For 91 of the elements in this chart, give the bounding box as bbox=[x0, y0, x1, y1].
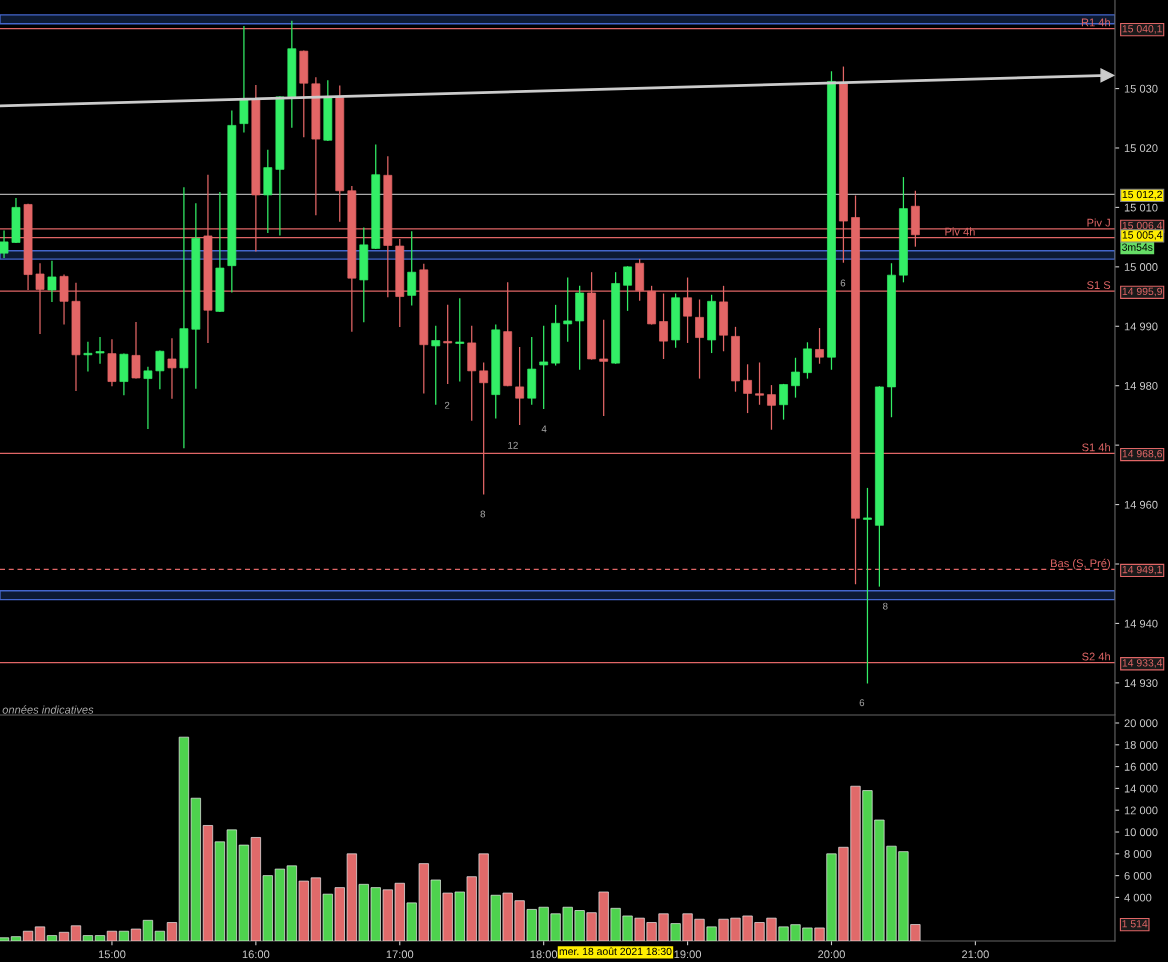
candlestick bbox=[407, 231, 417, 306]
y2-tick-label: 14 968,6 bbox=[1122, 449, 1163, 459]
candlestick bbox=[815, 328, 824, 364]
candlestick bbox=[599, 319, 609, 417]
x-tick-label: 17:00 bbox=[386, 950, 414, 959]
bar bbox=[34, 926, 46, 942]
text: mer. 18 août 2021 18:30 bbox=[559, 947, 672, 956]
candlestick bbox=[155, 350, 165, 390]
y-tick-label: 6 000 bbox=[1124, 871, 1152, 880]
candlestick bbox=[167, 338, 177, 399]
x-tick-label: 21:00 bbox=[962, 950, 989, 959]
text: 3m54s bbox=[1122, 243, 1153, 251]
y2-tick-label: 15 006,4 bbox=[1122, 221, 1163, 231]
candlestick bbox=[431, 325, 441, 405]
candlestick bbox=[239, 26, 249, 133]
bar bbox=[94, 935, 106, 942]
y-tick-label: 8 000 bbox=[1124, 850, 1152, 858]
bar bbox=[106, 930, 118, 942]
y-tick-label: 14 960 bbox=[1124, 500, 1158, 509]
candlestick bbox=[743, 364, 752, 414]
candlestick bbox=[695, 299, 704, 379]
bar bbox=[130, 928, 142, 942]
y-tick-label: 4 000 bbox=[1124, 893, 1152, 902]
candlestick bbox=[143, 366, 153, 430]
bar bbox=[58, 931, 70, 942]
candlestick bbox=[0, 230, 9, 258]
candlestick bbox=[803, 342, 812, 379]
x-tick-label: 20:00 bbox=[818, 950, 845, 959]
annotation: 6 bbox=[859, 699, 865, 707]
y-tick-label: 15 020 bbox=[1124, 144, 1158, 153]
y2-tick-label: 14 995,9 bbox=[1122, 287, 1162, 297]
candlestick bbox=[443, 304, 453, 384]
candlestick bbox=[515, 347, 525, 425]
y-tick-label: 10 000 bbox=[1124, 828, 1158, 837]
bar bbox=[82, 935, 94, 942]
annotation: onnées indicatives bbox=[2, 705, 94, 714]
y-tick-label: 14 940 bbox=[1124, 619, 1158, 628]
annotation: 2 bbox=[444, 401, 450, 409]
y2-tick-label: 15 040,1 bbox=[1122, 25, 1162, 34]
annotation: 8 bbox=[883, 602, 888, 610]
y2-tick-label: 14 949,1 bbox=[1122, 565, 1162, 575]
y-tick-label: 15 030 bbox=[1124, 84, 1158, 93]
bar bbox=[166, 922, 178, 942]
candlestick bbox=[659, 293, 668, 359]
bar bbox=[46, 935, 58, 942]
bar bbox=[10, 936, 22, 942]
bar bbox=[118, 930, 129, 942]
candlestick bbox=[539, 325, 549, 409]
annotation: 6 bbox=[840, 279, 846, 287]
y2-tick-label: 15 005,4 bbox=[1122, 231, 1163, 240]
candlestick bbox=[95, 336, 105, 364]
candlestick bbox=[755, 362, 764, 405]
annotation: 8 bbox=[480, 510, 486, 518]
bar bbox=[70, 925, 82, 942]
y-tick-label: 16 000 bbox=[1124, 762, 1158, 771]
ref-line-label: Piv 4h bbox=[945, 227, 975, 236]
candlestick bbox=[83, 341, 93, 372]
candlestick bbox=[767, 385, 776, 430]
candlestick bbox=[623, 266, 632, 311]
y-tick-label: 20 000 bbox=[1124, 719, 1158, 728]
x-tick-label: 15:00 bbox=[98, 950, 126, 959]
candlestick bbox=[47, 260, 57, 302]
y2-tick-label: 15 012,2 bbox=[1122, 190, 1162, 200]
x-tick-label: 16:00 bbox=[242, 950, 270, 959]
y-tick-label: 14 000 bbox=[1124, 784, 1158, 793]
candlestick bbox=[863, 487, 872, 684]
x-tick-label: 18:00 bbox=[530, 950, 558, 959]
y-tick-label: 18 000 bbox=[1124, 741, 1158, 749]
y-tick-label: 15 000 bbox=[1124, 263, 1158, 271]
candlestick bbox=[131, 322, 141, 379]
candlestick bbox=[563, 277, 573, 342]
bar bbox=[22, 930, 34, 942]
y-tick-label: 14 930 bbox=[1124, 679, 1158, 687]
ref-line-label: Bas (S, Pré) bbox=[1051, 558, 1110, 570]
y-tick-label: 14 990 bbox=[1124, 322, 1158, 331]
ref-line-label: S2 4h bbox=[1082, 652, 1110, 661]
y2-tick-label: 14 933,4 bbox=[1122, 659, 1163, 668]
candlestick bbox=[779, 383, 788, 420]
y-tick-label: 14 980 bbox=[1124, 381, 1158, 390]
annotation: 12 bbox=[508, 441, 518, 449]
candlestick bbox=[791, 357, 800, 398]
ref-line-label: S1 S bbox=[1087, 281, 1111, 290]
ref-line-label: S1 4h bbox=[1082, 443, 1110, 452]
y-tick-label: 12 000 bbox=[1124, 806, 1158, 815]
y-tick-label: 15 010 bbox=[1124, 203, 1158, 212]
annotation: 4 bbox=[541, 425, 547, 433]
text: 1 514 bbox=[1122, 920, 1148, 928]
bar bbox=[0, 937, 10, 942]
ref-line-label: Piv J bbox=[1087, 218, 1110, 227]
x-tick-label: 19:00 bbox=[674, 950, 702, 959]
candlestick bbox=[455, 298, 465, 382]
